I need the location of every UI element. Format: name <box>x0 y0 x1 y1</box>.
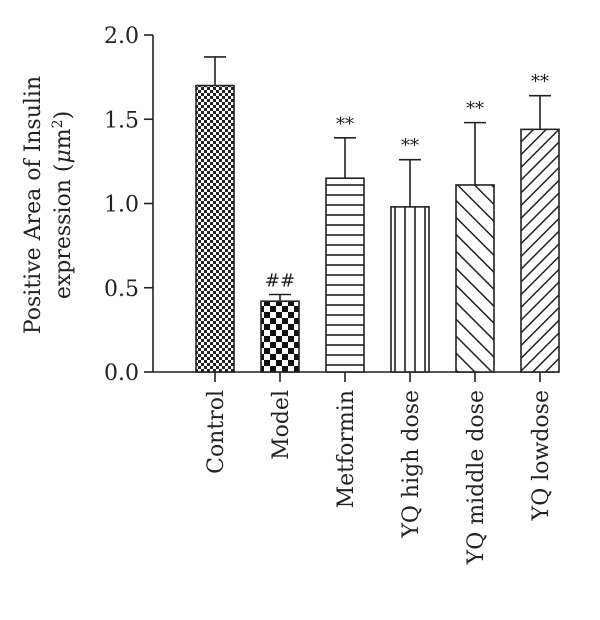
error-bar <box>269 293 291 302</box>
bar-model <box>260 300 300 373</box>
significance-marker: ** <box>531 72 549 93</box>
x-tick-label: Model <box>269 390 294 460</box>
y-tick-label: 1.0 <box>104 193 139 218</box>
x-tick-label: YQ middle dose <box>464 390 489 565</box>
error-bar <box>334 136 356 179</box>
y-tick-label: 0.0 <box>104 361 139 386</box>
x-tick-label: YQ high dose <box>399 390 424 539</box>
bar-control <box>195 84 235 373</box>
significance-marker: ## <box>265 270 295 291</box>
significance-marker: ** <box>401 136 419 157</box>
x-tick-label: Metformin <box>334 390 359 508</box>
y-tick-label: 2.0 <box>104 24 139 49</box>
y-axis-label-line2: expression (μm2) <box>50 111 76 299</box>
y-tick-label: 1.5 <box>104 108 139 133</box>
error-bars <box>204 56 551 302</box>
significance-annotations: ## ** ** ** ** <box>265 72 549 292</box>
x-tick-label: YQ lowdose <box>529 390 554 521</box>
error-bar <box>529 94 551 130</box>
significance-marker: ** <box>336 114 354 135</box>
x-tick-labels: Control Model Metformin YQ high dose YQ midd… <box>204 372 554 565</box>
bar-yq-high-dose <box>390 206 430 373</box>
y-tick-label: 0.5 <box>104 277 139 302</box>
error-bar <box>204 56 226 86</box>
bar-yq-middle-dose <box>455 184 495 373</box>
significance-marker: ** <box>466 99 484 120</box>
x-tick-label: Control <box>204 390 229 474</box>
y-ticks: 0.0 0.5 1.0 1.5 2.0 <box>104 24 153 386</box>
error-bar <box>399 158 421 207</box>
y-axis-label-line1: Positive Area of Insulin <box>21 76 46 334</box>
bars <box>195 84 560 373</box>
bar-yq-lowdose <box>520 128 560 373</box>
bar-metformin <box>325 177 365 373</box>
error-bar <box>464 121 486 185</box>
